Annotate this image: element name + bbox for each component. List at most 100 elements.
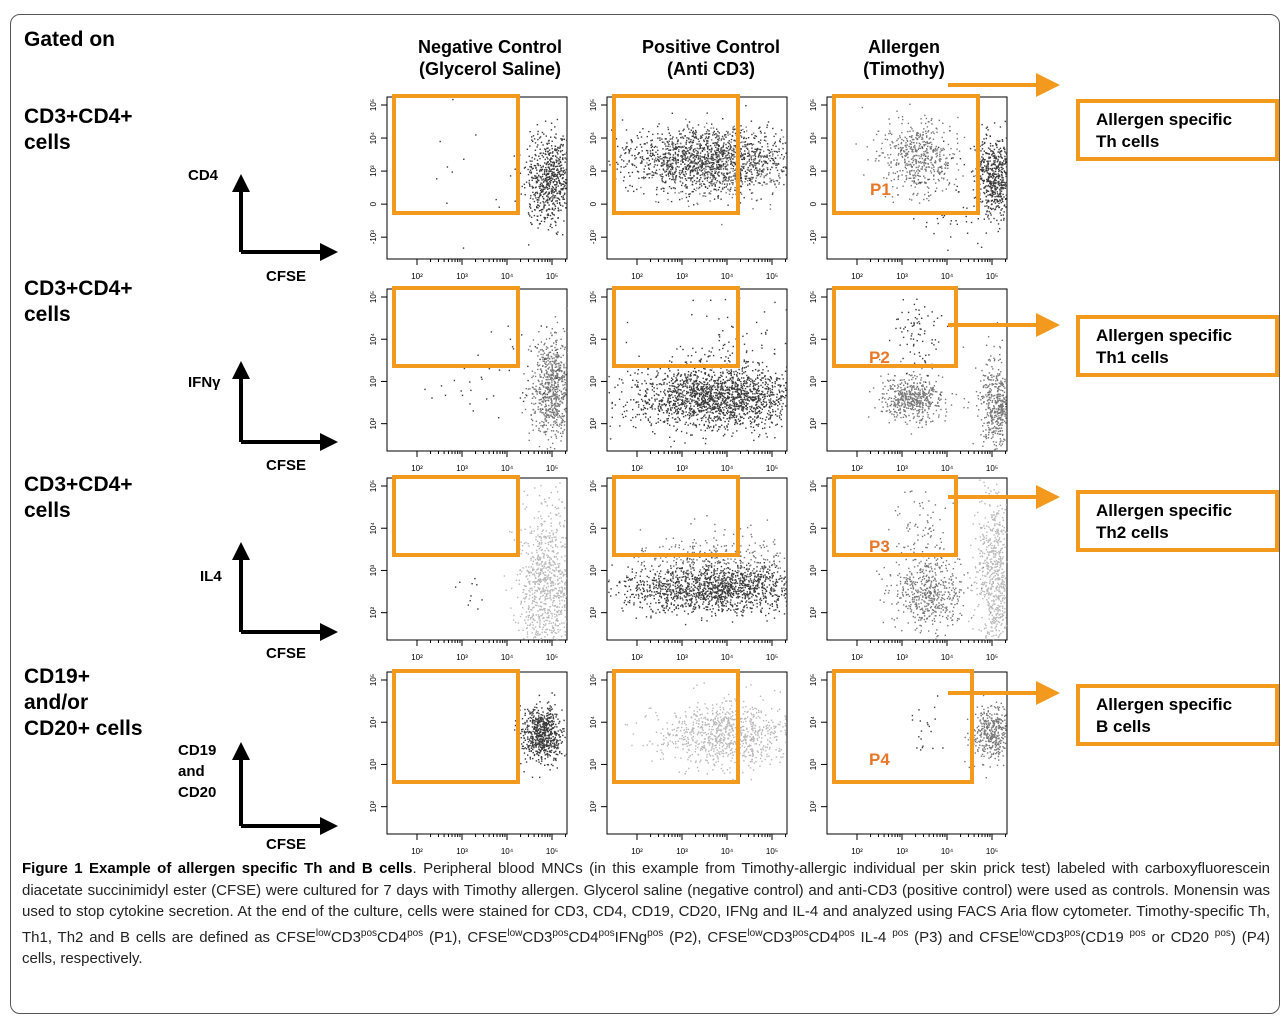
event-dot — [910, 184, 912, 187]
event-dot — [686, 139, 688, 142]
event-dot — [727, 159, 730, 162]
event-dot — [741, 403, 743, 405]
event-dot — [552, 374, 554, 376]
event-dot — [689, 402, 692, 405]
event-dot — [665, 138, 667, 140]
event-dot — [685, 143, 687, 145]
event-dot — [758, 162, 760, 164]
event-dot — [628, 161, 630, 163]
event-dot — [981, 166, 983, 169]
event-dot — [687, 376, 689, 378]
event-dot — [734, 385, 736, 387]
event-dot — [993, 160, 995, 162]
event-dot — [731, 149, 733, 152]
event-dot — [911, 128, 913, 130]
event-dot — [915, 175, 917, 177]
event-dot — [542, 156, 545, 158]
event-dot — [547, 392, 550, 394]
event-dot — [707, 382, 709, 384]
event-dot — [558, 181, 561, 183]
event-dot — [534, 153, 536, 156]
event-dot — [551, 374, 553, 376]
event-dot — [668, 381, 671, 384]
event-dot — [958, 191, 960, 193]
event-dot — [1004, 171, 1006, 173]
event-dot — [770, 181, 772, 183]
event-dot — [537, 130, 539, 133]
event-dot — [628, 159, 630, 162]
event-dot — [620, 154, 622, 157]
event-dot — [739, 150, 741, 153]
event-dot — [749, 177, 751, 180]
event-dot — [541, 371, 543, 374]
event-dot — [702, 403, 705, 406]
event-dot — [772, 153, 774, 155]
event-dot — [657, 418, 660, 420]
event-dot — [936, 128, 938, 130]
event-dot — [451, 171, 453, 173]
event-dot — [670, 173, 672, 176]
event-dot — [719, 371, 722, 374]
event-dot — [726, 380, 728, 382]
event-dot — [770, 179, 772, 181]
event-dot — [623, 166, 625, 168]
event-dot — [685, 184, 687, 186]
event-dot — [693, 204, 695, 206]
event-dot — [553, 384, 556, 386]
event-dot — [730, 157, 732, 159]
event-dot — [714, 178, 716, 181]
event-dot — [552, 165, 555, 168]
event-dot — [905, 175, 908, 177]
event-dot — [564, 171, 566, 173]
event-dot — [681, 158, 683, 161]
event-dot — [558, 190, 560, 192]
event-dot — [925, 117, 928, 120]
event-dot — [548, 351, 550, 354]
event-dot — [547, 409, 550, 411]
event-dot — [993, 198, 996, 201]
event-dot — [537, 201, 539, 203]
event-dot — [683, 389, 685, 392]
event-dot — [531, 376, 533, 379]
event-dot — [654, 398, 656, 400]
event-dot — [985, 152, 987, 154]
event-dot — [717, 174, 720, 177]
event-dot — [781, 170, 784, 173]
event-dot — [639, 143, 642, 146]
event-dot — [698, 140, 700, 143]
event-dot — [562, 345, 564, 348]
event-dot — [683, 128, 685, 130]
event-dot — [774, 410, 777, 413]
event-dot — [718, 159, 720, 161]
event-dot — [928, 195, 930, 197]
event-dot — [932, 151, 935, 153]
event-dot — [665, 170, 668, 173]
event-dot — [556, 151, 558, 154]
event-dot — [744, 141, 747, 143]
event-dot — [749, 383, 752, 385]
event-dot — [519, 397, 522, 399]
event-dot — [555, 159, 557, 161]
event-dot — [764, 132, 766, 134]
event-dot — [666, 165, 668, 167]
event-dot — [749, 189, 751, 191]
event-dot — [547, 176, 550, 178]
event-dot — [918, 145, 921, 147]
event-dot — [989, 212, 992, 214]
population-label: P1 — [870, 180, 891, 199]
event-dot — [649, 163, 652, 165]
event-dot — [554, 393, 557, 395]
event-dot — [751, 150, 753, 153]
event-dot — [556, 386, 558, 388]
event-dot — [542, 185, 544, 187]
event-dot — [762, 400, 764, 403]
event-dot — [555, 332, 558, 334]
event-dot — [990, 214, 992, 216]
event-dot — [537, 361, 539, 364]
event-dot — [694, 170, 697, 172]
event-dot — [993, 162, 995, 164]
event-dot — [699, 156, 701, 158]
event-dot — [965, 221, 968, 223]
event-dot — [686, 125, 689, 127]
